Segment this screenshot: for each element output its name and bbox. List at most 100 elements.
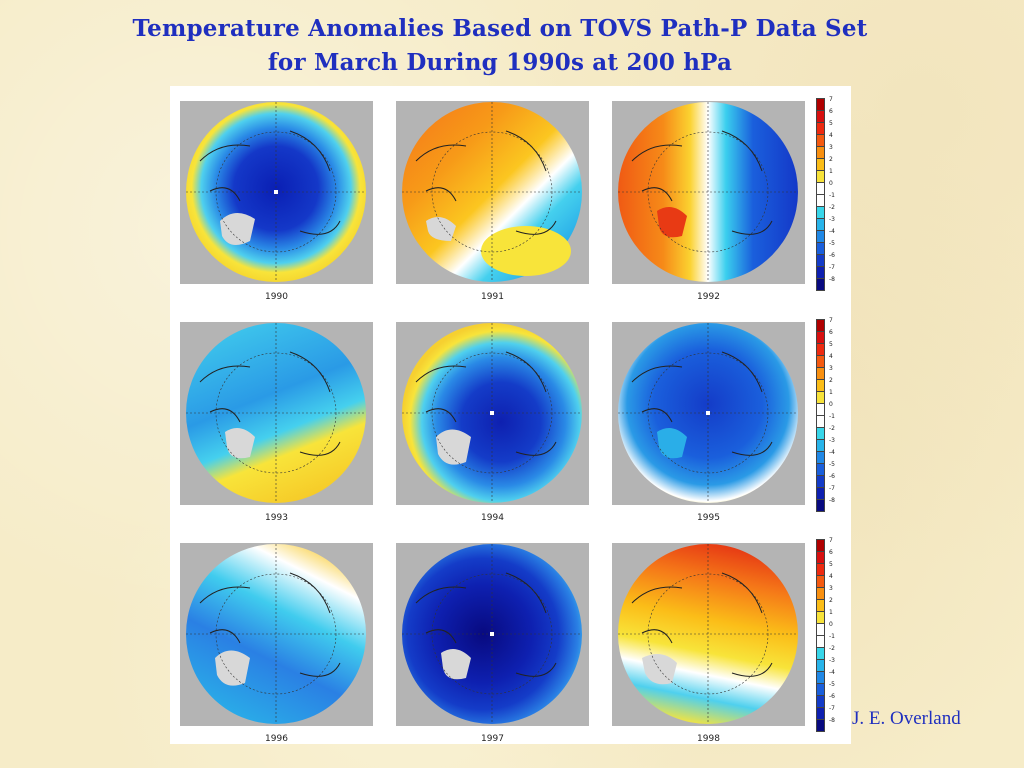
colorbar-swatch	[816, 439, 825, 451]
colorbar-tick-label: 3	[829, 144, 833, 151]
colorbar-swatch	[816, 539, 825, 551]
map-panel-1994	[396, 322, 589, 505]
map-panel-1997	[396, 543, 589, 726]
colorbar-tick-label: 4	[829, 132, 833, 139]
colorbar-tick-label: 2	[829, 156, 833, 163]
colorbar-tick-label: 0	[829, 621, 833, 628]
year-label: 1992	[697, 292, 720, 302]
map-panel-1996	[180, 543, 373, 726]
colorbar-swatch	[816, 194, 825, 206]
year-label: 1995	[697, 513, 720, 523]
colorbar-tick-label: 5	[829, 341, 833, 348]
colorbar-tick-label: -7	[829, 485, 835, 492]
colorbar-tick-label: -6	[829, 693, 835, 700]
colorbar-tick-label: 3	[829, 365, 833, 372]
title-line-2: for March During 1990s at 200 hPa	[267, 49, 733, 76]
colorbar-swatch	[816, 635, 825, 647]
colorbar-swatch	[816, 475, 825, 487]
colorbar-tick-label: 6	[829, 329, 833, 336]
colorbar-tick-label: 3	[829, 585, 833, 592]
colorbar-swatch	[816, 266, 825, 278]
colorbar-swatch	[816, 415, 825, 427]
colorbar-labels-2: 7 6 5 4 3 2 1 0 -1 -2 -3 -4 -5 -6 -7 -8	[829, 315, 849, 507]
colorbar-tick-label: 0	[829, 180, 833, 187]
colorbar-tick-label: -5	[829, 240, 835, 247]
colorbar-tick-label: 7	[829, 317, 833, 324]
colorbar-tick-label: 5	[829, 120, 833, 127]
colorbar-tick-label: -2	[829, 645, 835, 652]
colorbar-swatch	[816, 403, 825, 415]
colorbar-swatch	[816, 367, 825, 379]
colorbar-tick-label: -8	[829, 717, 835, 724]
colorbar-tick-label: -3	[829, 657, 835, 664]
colorbar-swatch	[816, 122, 825, 134]
year-label: 1998	[697, 734, 720, 744]
colorbar-tick-label: -8	[829, 276, 835, 283]
map-panel-1993	[180, 322, 373, 505]
colorbar-labels-1: 7 6 5 4 3 2 1 0 -1 -2 -3 -4 -5 -6 -7 -8	[829, 94, 849, 286]
colorbar-swatch	[816, 671, 825, 683]
title-line-1: Temperature Anomalies Based on TOVS Path…	[132, 15, 868, 42]
map-panel-1991	[396, 101, 589, 284]
colorbar-tick-label: -1	[829, 633, 835, 640]
anomaly-figure: 1990 1991	[170, 86, 851, 744]
colorbar-swatch	[816, 719, 825, 732]
colorbar-swatch	[816, 379, 825, 391]
colorbar-tick-label: -4	[829, 449, 835, 456]
colorbar-tick-label: 1	[829, 389, 833, 396]
colorbar-tick-label: 7	[829, 537, 833, 544]
colorbar-tick-label: -8	[829, 497, 835, 504]
colorbar-tick-label: 2	[829, 597, 833, 604]
year-label: 1996	[265, 734, 288, 744]
colorbar-tick-label: 0	[829, 401, 833, 408]
colorbar-swatch	[816, 599, 825, 611]
year-label: 1994	[481, 513, 504, 523]
colorbar-swatch	[816, 659, 825, 671]
colorbar-swatch	[816, 134, 825, 146]
colorbar-swatch	[816, 331, 825, 343]
colorbar-swatch	[816, 427, 825, 439]
colorbar-swatch	[816, 254, 825, 266]
colorbar-tick-label: -3	[829, 216, 835, 223]
colorbar-tick-label: -5	[829, 681, 835, 688]
colorbar-swatch	[816, 551, 825, 563]
colorbar-labels-3: 7 6 5 4 3 2 1 0 -1 -2 -3 -4 -5 -6 -7 -8	[829, 535, 849, 727]
colorbar-tick-label: -1	[829, 192, 835, 199]
colorbar-swatch	[816, 487, 825, 499]
colorbar-swatch	[816, 623, 825, 635]
colorbar-swatch	[816, 647, 825, 659]
colorbar-tick-label: 1	[829, 609, 833, 616]
map-panel-1998	[612, 543, 805, 726]
colorbar-swatch	[816, 98, 825, 110]
colorbar-2	[816, 319, 825, 512]
colorbar-swatch	[816, 695, 825, 707]
colorbar-tick-label: -1	[829, 413, 835, 420]
map-panel-1992	[612, 101, 805, 284]
colorbar-tick-label: -4	[829, 669, 835, 676]
colorbar-tick-label: 4	[829, 573, 833, 580]
colorbar-tick-label: -5	[829, 461, 835, 468]
colorbar-tick-label: 7	[829, 96, 833, 103]
colorbar-swatch	[816, 218, 825, 230]
colorbar-swatch	[816, 451, 825, 463]
colorbar-tick-label: 1	[829, 168, 833, 175]
colorbar-swatch	[816, 170, 825, 182]
colorbar-swatch	[816, 146, 825, 158]
colorbar-swatch	[816, 707, 825, 719]
colorbar-tick-label: -2	[829, 204, 835, 211]
year-label: 1991	[481, 292, 504, 302]
colorbar-swatch	[816, 563, 825, 575]
colorbar-tick-label: -6	[829, 473, 835, 480]
colorbar-tick-label: -7	[829, 264, 835, 271]
page-title: Temperature Anomalies Based on TOVS Path…	[0, 12, 1000, 80]
colorbar-swatch	[816, 587, 825, 599]
author-credit: J. E. Overland	[852, 708, 961, 729]
year-label: 1997	[481, 734, 504, 744]
colorbar-swatch	[816, 319, 825, 331]
colorbar-tick-label: 6	[829, 108, 833, 115]
colorbar-swatch	[816, 242, 825, 254]
year-label: 1993	[265, 513, 288, 523]
colorbar-1	[816, 98, 825, 291]
colorbar-swatch	[816, 182, 825, 194]
colorbar-swatch	[816, 683, 825, 695]
